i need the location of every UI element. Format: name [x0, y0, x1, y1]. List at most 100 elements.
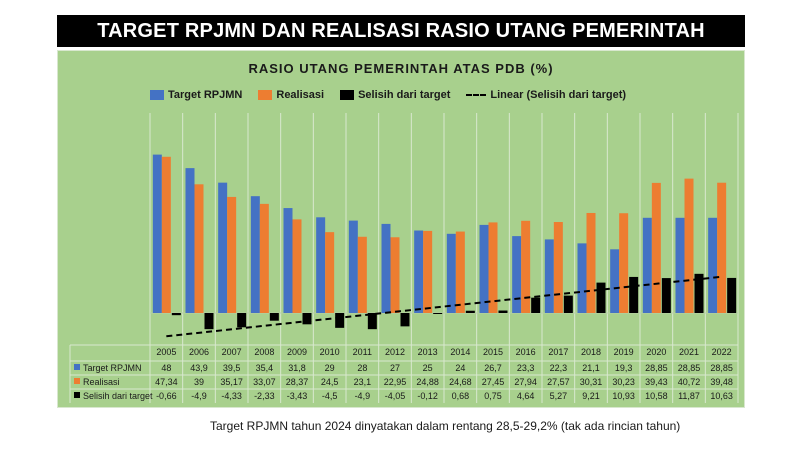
data-label: 11,87 — [678, 391, 700, 401]
data-label: -4,33 — [221, 391, 242, 401]
data-label: 47,34 — [155, 377, 178, 387]
bar-realisasi — [553, 222, 563, 313]
bar-selisih — [269, 313, 279, 321]
legend-label-trendline: Linear (Selisih dari target) — [490, 89, 627, 101]
bar-realisasi — [227, 196, 237, 313]
x-tick-label: 2009 — [287, 347, 307, 357]
data-label: 35,17 — [220, 377, 243, 387]
bar-realisasi — [717, 182, 727, 313]
legend-item-selisih: Selisih dari target — [340, 89, 450, 101]
x-tick-label: 2010 — [320, 347, 340, 357]
table-row-label: Target RPJMN — [83, 363, 142, 373]
bar-realisasi — [325, 232, 335, 313]
data-label: 26,7 — [484, 363, 502, 373]
page-banner-title: TARGET RPJMN DAN REALISASI RASIO UTANG P… — [57, 15, 745, 47]
chart-title: RASIO UTANG PEMERINTAH ATAS PDB (%) — [248, 61, 554, 76]
footnote: Target RPJMN tahun 2024 dinyatakan dalam… — [210, 419, 681, 433]
bar-target — [479, 224, 489, 313]
data-label: -0,12 — [417, 391, 438, 401]
x-tick-label: 2020 — [646, 347, 666, 357]
data-label: 10,63 — [710, 391, 733, 401]
x-tick-label: 2008 — [254, 347, 274, 357]
legend-item-realisasi: Realisasi — [258, 89, 324, 101]
data-label: 9,21 — [582, 391, 600, 401]
bar-selisih — [727, 277, 737, 313]
bar-target — [446, 233, 456, 313]
x-tick-label: 2022 — [712, 347, 732, 357]
bar-realisasi — [586, 212, 596, 313]
data-label: -4,9 — [355, 391, 371, 401]
bar-realisasi — [259, 203, 269, 313]
bar-realisasi — [651, 182, 661, 313]
bar-target — [381, 223, 391, 313]
bar-target — [152, 154, 162, 313]
data-label: 39,43 — [645, 377, 668, 387]
table-key-realisasi — [74, 378, 80, 384]
table-row-label: Selisih dari target — [83, 391, 153, 401]
bar-selisih — [302, 313, 312, 325]
data-label: -4,05 — [385, 391, 406, 401]
data-label: 28,85 — [645, 363, 668, 373]
bar-target — [185, 168, 195, 313]
bar-realisasi — [292, 219, 302, 313]
data-label: 22,95 — [384, 377, 407, 387]
data-label: 29 — [325, 363, 335, 373]
data-label: -0,66 — [156, 391, 177, 401]
data-label: 4,64 — [517, 391, 535, 401]
bar-selisih — [498, 310, 508, 313]
data-label: 23,1 — [354, 377, 372, 387]
data-label: -4,9 — [191, 391, 207, 401]
bar-selisih — [237, 313, 247, 328]
data-label: 39 — [194, 377, 204, 387]
bar-selisih — [531, 297, 541, 313]
data-label: 28,85 — [710, 363, 733, 373]
data-label: 25 — [423, 363, 433, 373]
data-label: 27,57 — [547, 377, 570, 387]
legend-item-target: Target RPJMN — [150, 89, 242, 101]
data-label: 28,37 — [286, 377, 309, 387]
bar-selisih — [629, 276, 639, 313]
chart-panel: RASIO UTANG PEMERINTAH ATAS PDB (%) Targ… — [57, 50, 745, 408]
bar-target — [283, 208, 293, 313]
data-label: 24 — [455, 363, 465, 373]
data-label: 24,5 — [321, 377, 339, 387]
x-tick-label: 2007 — [222, 347, 242, 357]
data-label: 27,94 — [514, 377, 537, 387]
data-label: 30,31 — [580, 377, 603, 387]
data-label: 27 — [390, 363, 400, 373]
bar-target — [512, 236, 522, 313]
bar-realisasi — [684, 178, 694, 313]
data-label: 48 — [161, 363, 171, 373]
bar-target — [708, 217, 718, 313]
data-label: 0,68 — [452, 391, 470, 401]
data-label: 28 — [357, 363, 367, 373]
bar-selisih — [400, 313, 410, 327]
bar-selisih — [335, 313, 345, 328]
x-tick-label: 2018 — [581, 347, 601, 357]
x-tick-label: 2013 — [418, 347, 438, 357]
data-label: -3,43 — [287, 391, 308, 401]
chart-legend: Target RPJMN Realisasi Selisih dari targ… — [150, 87, 642, 103]
data-label: 27,45 — [482, 377, 505, 387]
bar-selisih — [367, 313, 377, 330]
bar-target — [577, 243, 587, 313]
legend-swatch-target — [150, 90, 164, 100]
x-tick-label: 2014 — [450, 347, 470, 357]
data-label: 39,48 — [710, 377, 733, 387]
bar-selisih — [694, 273, 704, 313]
bar-target — [316, 217, 326, 313]
bar-realisasi — [357, 236, 367, 313]
x-tick-label: 2011 — [353, 347, 372, 357]
bar-selisih — [563, 295, 573, 313]
data-label: 0,75 — [484, 391, 502, 401]
bar-target — [414, 230, 424, 313]
table-row-label: Realisasi — [83, 377, 120, 387]
bar-target — [610, 249, 620, 313]
bar-target — [218, 182, 228, 313]
bar-target — [348, 220, 358, 313]
bar-realisasi — [488, 222, 498, 313]
x-tick-label: 2019 — [614, 347, 634, 357]
bar-realisasi — [161, 156, 171, 313]
data-label: 33,07 — [253, 377, 276, 387]
data-label: 22,3 — [550, 363, 568, 373]
